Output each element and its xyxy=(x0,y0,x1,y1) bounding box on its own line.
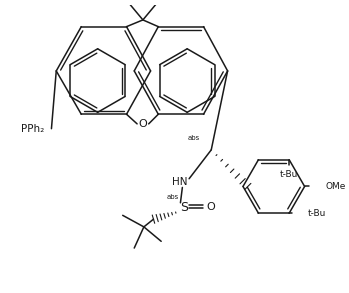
Text: abs: abs xyxy=(188,135,200,141)
Text: t-Bu: t-Bu xyxy=(307,209,326,218)
Text: O: O xyxy=(139,119,147,129)
Text: OMe: OMe xyxy=(326,182,346,191)
Text: t-Bu: t-Bu xyxy=(280,170,298,179)
Text: HN: HN xyxy=(172,177,187,187)
Text: abs: abs xyxy=(166,194,179,200)
Text: PPh₂: PPh₂ xyxy=(21,124,44,134)
Text: S: S xyxy=(180,201,188,214)
Text: O: O xyxy=(206,202,215,212)
